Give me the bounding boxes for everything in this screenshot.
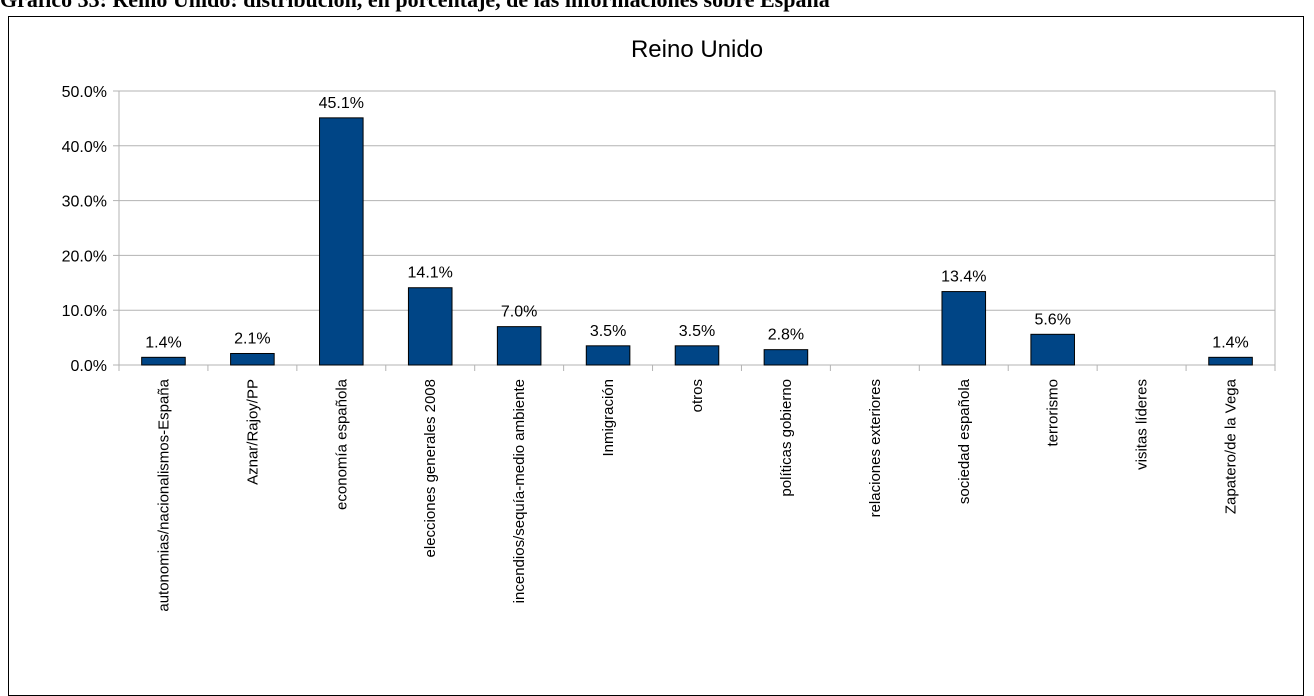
x-tick-label: elecciones generales 2008 [422,379,439,557]
x-tick-label: visitas líderes [1134,379,1151,470]
data-label: 1.4% [1212,334,1248,351]
data-label: 14.1% [408,265,453,282]
x-tick-label: autonomias/nacionalismos-España [155,378,172,611]
x-tick-label: economía española [333,378,350,510]
y-tick-label: 0.0% [71,358,107,375]
y-tick-label: 40.0% [62,139,107,156]
page-caption: Gráfico 33: Reino Unido: distribución, e… [0,0,1314,13]
x-tick-label: relaciones exteriores [867,379,884,517]
data-label: 13.4% [941,269,986,286]
y-tick-label: 20.0% [62,248,107,265]
category-labels: autonomias/nacionalismos-España Aznar/Raj… [155,378,1239,611]
x-tick-label: políticas gobierno [778,379,795,497]
bar [407,287,453,366]
data-label: 2.8% [768,327,804,344]
data-label: 3.5% [679,323,715,340]
y-tick-label: 50.0% [62,84,107,101]
chart-frame: Reino Unido 0.0% 10.0% 20.0% 30.0% 40.0% 50.0… [8,16,1304,696]
bar [496,326,542,366]
x-tick-label: Zapatero/de la Vega [1223,378,1240,514]
bar [941,291,987,366]
bar [319,117,364,366]
x-tick-label: otros [689,379,706,412]
bar [1208,356,1253,366]
data-label: 1.4% [145,334,181,351]
data-label: 5.6% [1034,311,1070,328]
bar [230,352,275,366]
bar [1030,333,1075,366]
x-tick-label: Inmigración [600,379,617,457]
bar [674,345,720,366]
x-tick-label: sociedad española [956,378,973,504]
data-label: 7.0% [501,304,537,321]
x-tick-label: Aznar/Rajoy/PP [244,379,261,485]
chart-title: Reino Unido [631,36,763,63]
data-label: 3.5% [590,323,626,340]
x-tick-label: incendios/sequía-medio ambiente [511,379,528,603]
x-tick-label: terrorismo [1045,379,1062,447]
data-label: 2.1% [234,330,270,347]
value-labels: 1.4% 2.1% 45.1% 14.1% 7.0% 3.5% 3.5% 2.8% 13.4% 5… [145,95,1249,351]
bars [141,117,1253,366]
y-tick-label: 30.0% [62,194,107,211]
y-tick-label: 10.0% [62,303,107,320]
bar-chart: Reino Unido 0.0% 10.0% 20.0% 30.0% 40.0% 50.0… [62,36,1276,612]
bar [763,349,809,366]
bar [141,356,186,366]
data-label: 45.1% [319,95,364,112]
bar [585,345,631,366]
